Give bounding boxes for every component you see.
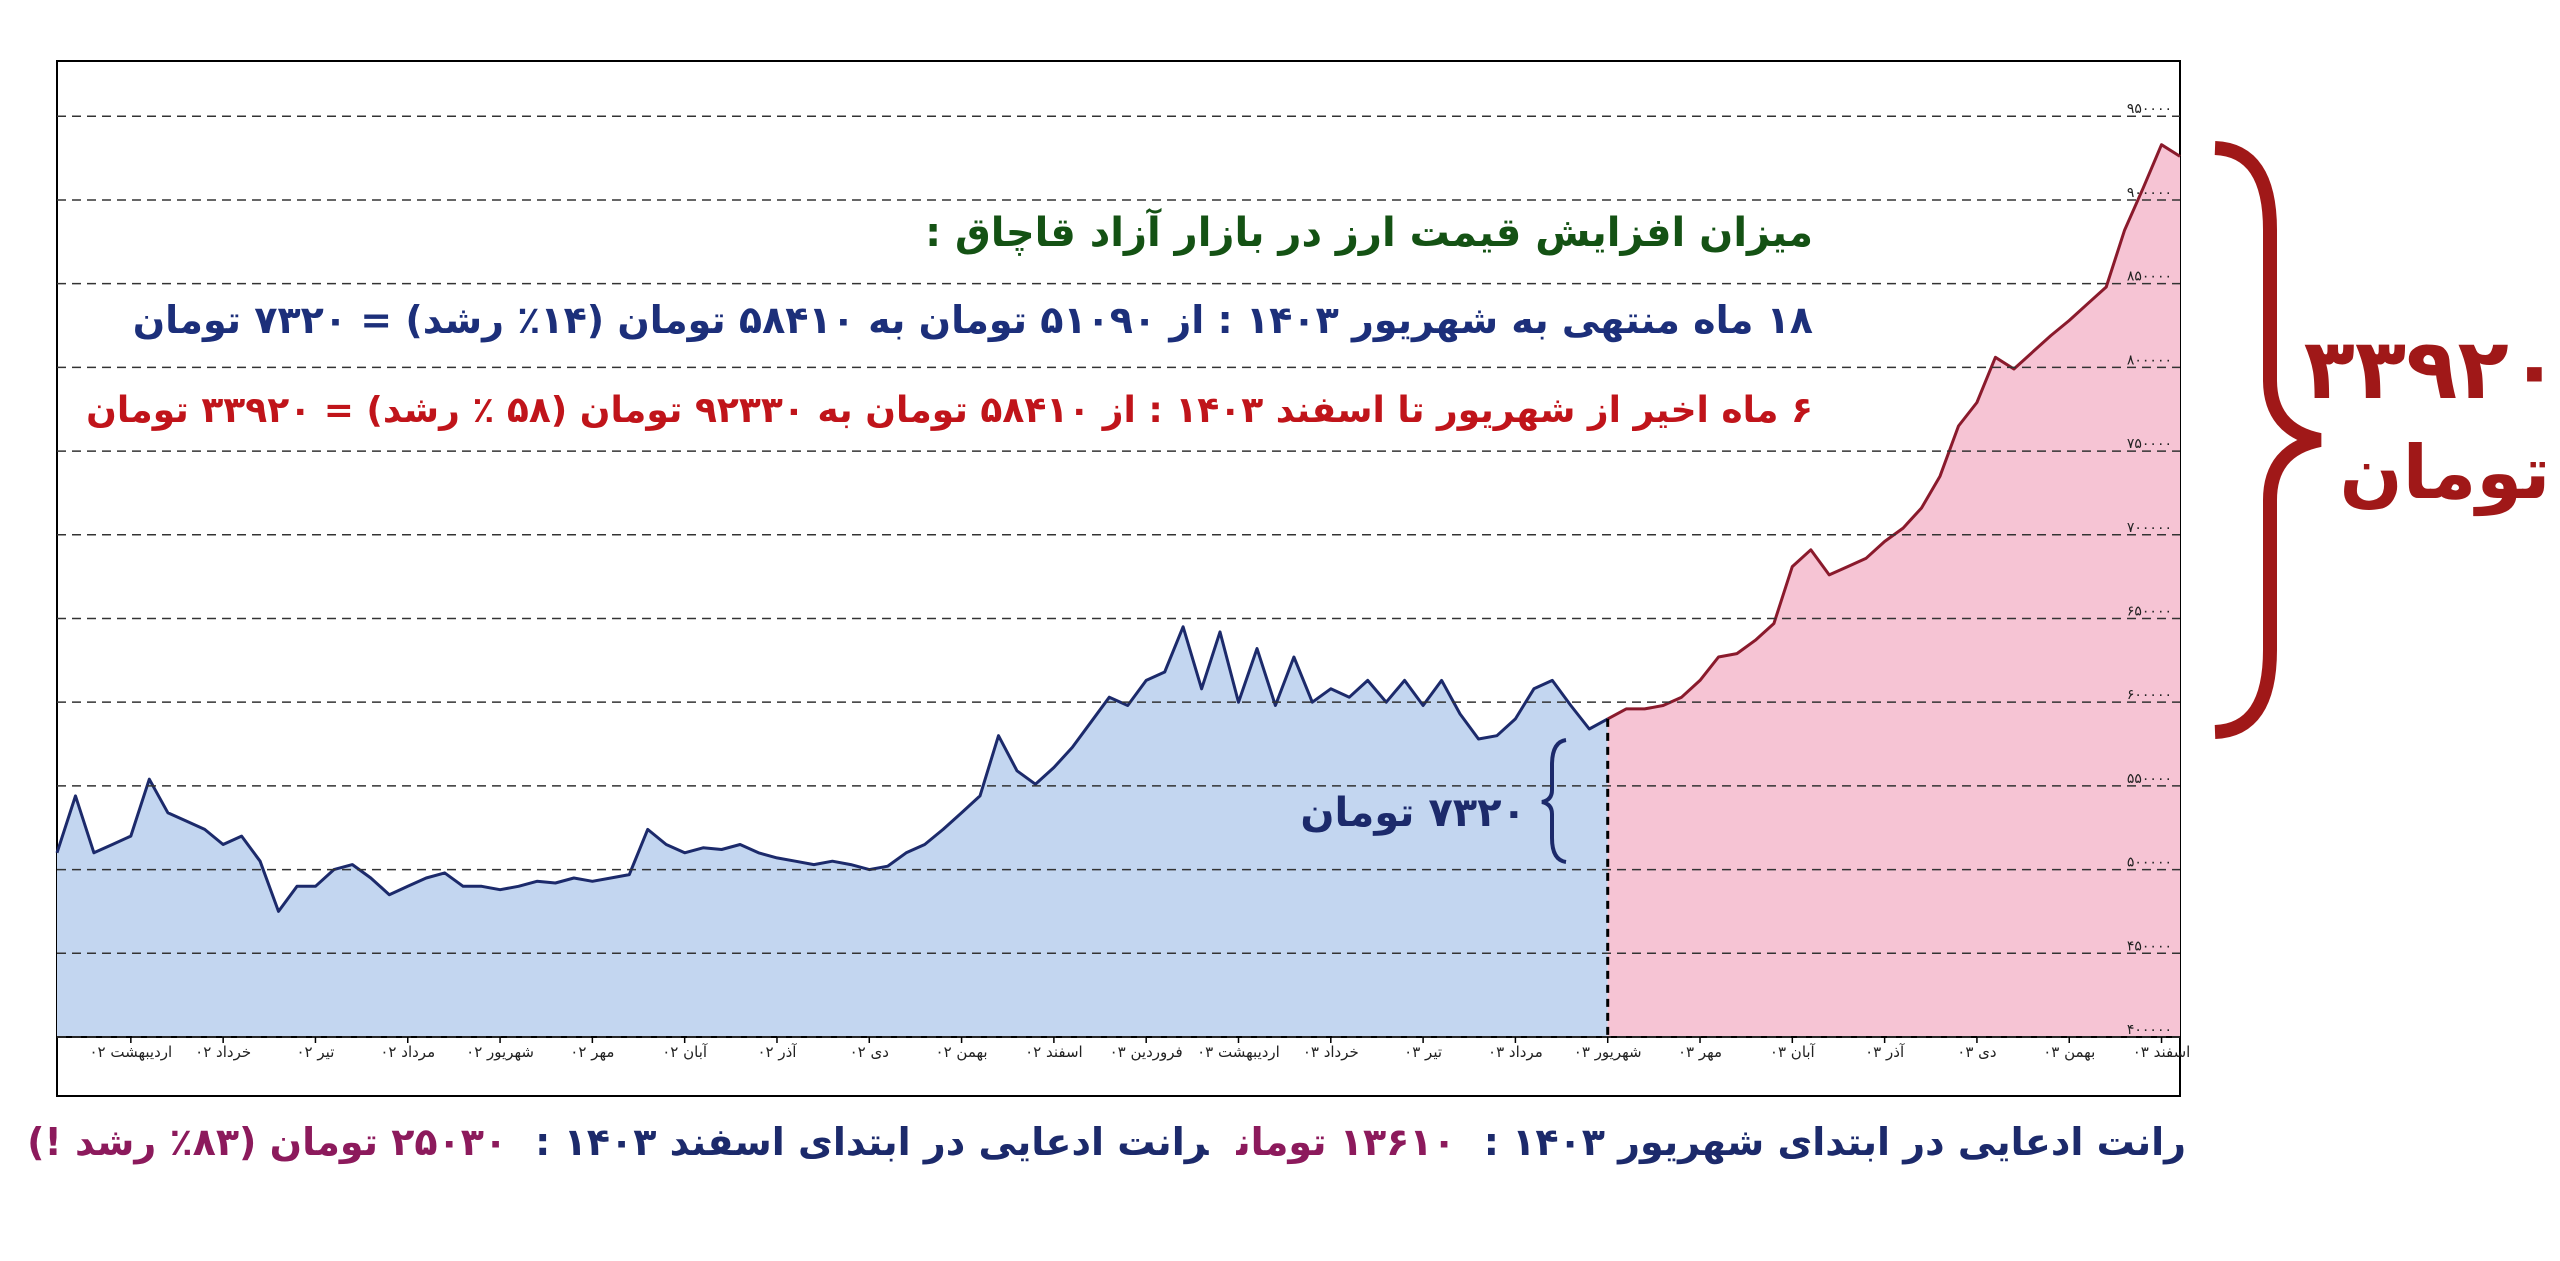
x-tick-label: آبان ۰۳	[1770, 1043, 1816, 1061]
heading: میزان افزایش قیمت ارز در بازار آزاد قاچا…	[925, 210, 1813, 256]
x-tick-label: آذر ۰۲	[757, 1043, 797, 1061]
x-tick-label: اسفند ۰۲	[1025, 1043, 1083, 1061]
area-fill	[57, 626, 1608, 1037]
x-tick-label: خرداد ۰۳	[1303, 1043, 1359, 1061]
left-brace	[1541, 738, 1567, 864]
y-tick-label: ۵۰۰۰۰۰	[2127, 855, 2172, 871]
x-tick-label: اردیبهشت ۰۲	[89, 1043, 172, 1061]
annotation-6-months: ۶ ماه اخیر از شهریور تا اسفند ۱۴۰۳ : از …	[86, 390, 1813, 431]
area-fill	[1607, 144, 2180, 1037]
x-tick-label: شهریور ۰۲	[466, 1043, 534, 1061]
x-tick-label: تیر ۰۳	[1404, 1043, 1442, 1061]
x-tick-label: مرداد ۰۲	[380, 1043, 435, 1061]
x-tick-label: اسفند ۰۳	[2133, 1043, 2191, 1061]
x-tick-label: مهر ۰۲	[570, 1043, 614, 1061]
x-tick-label: تیر ۰۲	[297, 1043, 335, 1061]
x-tick-label: شهریور ۰۳	[1574, 1043, 1642, 1061]
y-tick-label: ۸۵۰۰۰۰	[2127, 269, 2172, 285]
y-tick-label: ۹۵۰۰۰۰	[2127, 101, 2172, 117]
x-tick-label: اردیبهشت ۰۳	[1197, 1043, 1280, 1061]
x-tick-label: دی ۰۲	[850, 1043, 889, 1061]
annotation-18-months: ۱۸ ماه منتهی به شهریور ۱۴۰۳ : از ۵۱۰۹۰ ت…	[132, 298, 1813, 342]
y-tick-label: ۴۰۰۰۰۰	[2127, 1022, 2172, 1038]
y-tick-label: ۶۰۰۰۰۰	[2127, 687, 2172, 703]
footer-text: رانت ادعایی در ابتدای شهریور ۱۴۰۳ :	[1483, 1120, 2186, 1164]
right-brace	[2214, 141, 2322, 739]
footer-value: ۲۵۰۳۰ تومان (۸۳٪ رشد !)	[27, 1120, 508, 1164]
line	[55, 625, 1609, 913]
x-tick-label: فروردین ۰۳	[1110, 1043, 1183, 1061]
x-tick-label: بهمن ۰۲	[936, 1043, 988, 1061]
left-brace-label: ۷۳۲۰ تومان	[1300, 790, 1526, 836]
y-tick-label: ۸۰۰۰۰۰	[2127, 352, 2172, 368]
marks	[55, 143, 2181, 1037]
right-brace-unit: تومان	[2339, 430, 2551, 516]
x-tick-label: آبان ۰۲	[662, 1043, 708, 1061]
x-tick-label: مهر ۰۳	[1678, 1043, 1722, 1061]
right-brace-value: ۳۳۹۲۰	[2303, 320, 2560, 418]
y-tick-label: ۷۰۰۰۰۰	[2127, 520, 2172, 536]
x-tick-label: مرداد ۰۳	[1488, 1043, 1543, 1061]
y-tick-label: ۷۵۰۰۰۰	[2127, 436, 2172, 452]
y-tick-label: ۶۵۰۰۰۰	[2127, 603, 2172, 619]
y-tick-label: ۴۵۰۰۰۰	[2127, 938, 2172, 954]
y-tick-label: ۵۵۰۰۰۰	[2127, 771, 2172, 787]
footer-text: رانت ادعایی در ابتدای اسفند ۱۴۰۳ :	[535, 1120, 1209, 1164]
x-tick-label: آذر ۰۳	[1865, 1043, 1905, 1061]
footer: رانت ادعایی در ابتدای شهریور ۱۴۰۳ : ۱۳۶۱۰…	[27, 1120, 2200, 1164]
x-tick-label: دی ۰۳	[1957, 1043, 1996, 1061]
footer-value: ۱۳۶۱۰ تومان	[1236, 1120, 1456, 1164]
y-tick-label: ۹۰۰۰۰۰	[2127, 185, 2172, 201]
x-tick-label: بهمن ۰۳	[2043, 1043, 2095, 1061]
x-tick-label: خرداد ۰۲	[195, 1043, 251, 1061]
